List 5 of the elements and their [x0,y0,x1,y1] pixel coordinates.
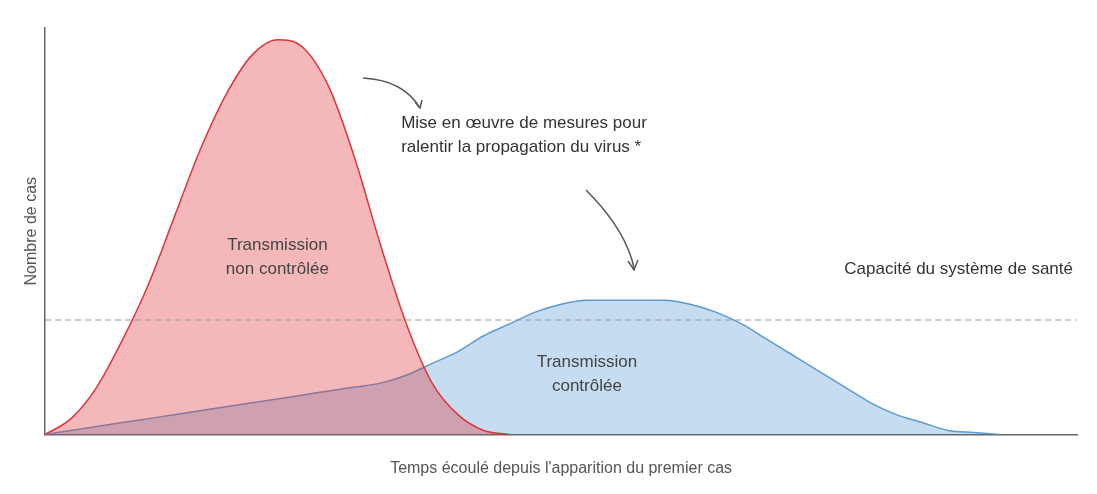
ref-line-label: Capacité du système de santé [844,259,1073,279]
y-axis-title: Nombre de cas [22,176,40,286]
series-label: Transmission contrôlée [536,351,638,395]
x-axis-title: Temps écoulé depuis l'apparition du premier cas [390,458,733,476]
series-label: Transmission non contrôlée [225,234,329,278]
